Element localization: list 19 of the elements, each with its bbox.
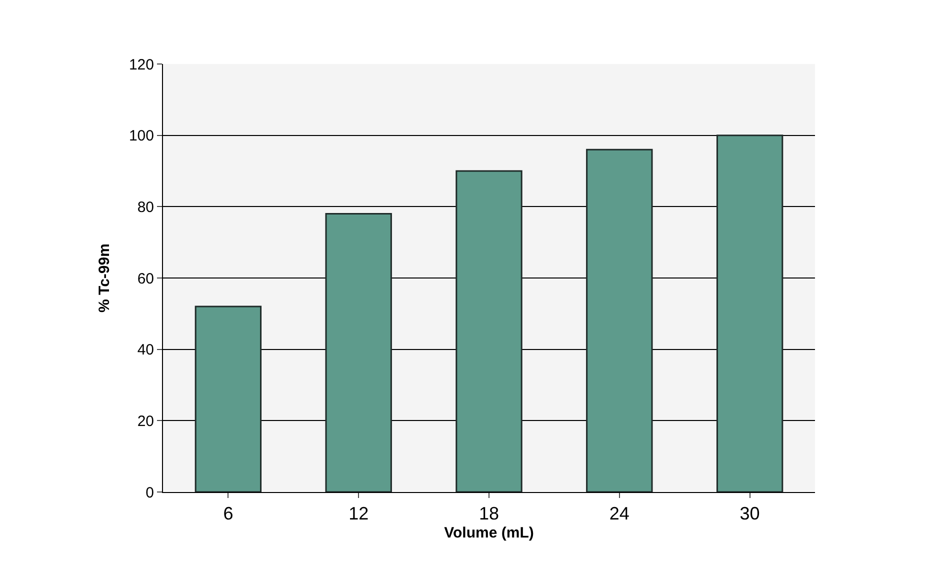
y-axis-title: % Tc-99m	[96, 244, 114, 312]
bar	[456, 170, 522, 492]
bar	[586, 148, 653, 492]
x-axis-title: Volume (mL)	[444, 524, 534, 542]
bar	[716, 134, 784, 492]
y-tick-label: 100	[128, 128, 154, 145]
bar	[194, 306, 262, 492]
y-tick-label: 80	[137, 198, 154, 216]
x-tick-label: 24	[609, 504, 630, 524]
x-tick-label: 6	[223, 504, 234, 524]
bar	[325, 213, 392, 492]
y-tick-label: 40	[137, 342, 154, 359]
x-tick-label: 30	[740, 504, 760, 524]
y-tick-label: 20	[137, 412, 154, 430]
y-tick-label: 0	[146, 484, 154, 502]
x-tick-label: 18	[478, 504, 500, 524]
y-tick-label: 60	[137, 270, 154, 288]
y-tick-label: 120	[128, 56, 154, 74]
x-tick-label: 12	[348, 504, 369, 524]
